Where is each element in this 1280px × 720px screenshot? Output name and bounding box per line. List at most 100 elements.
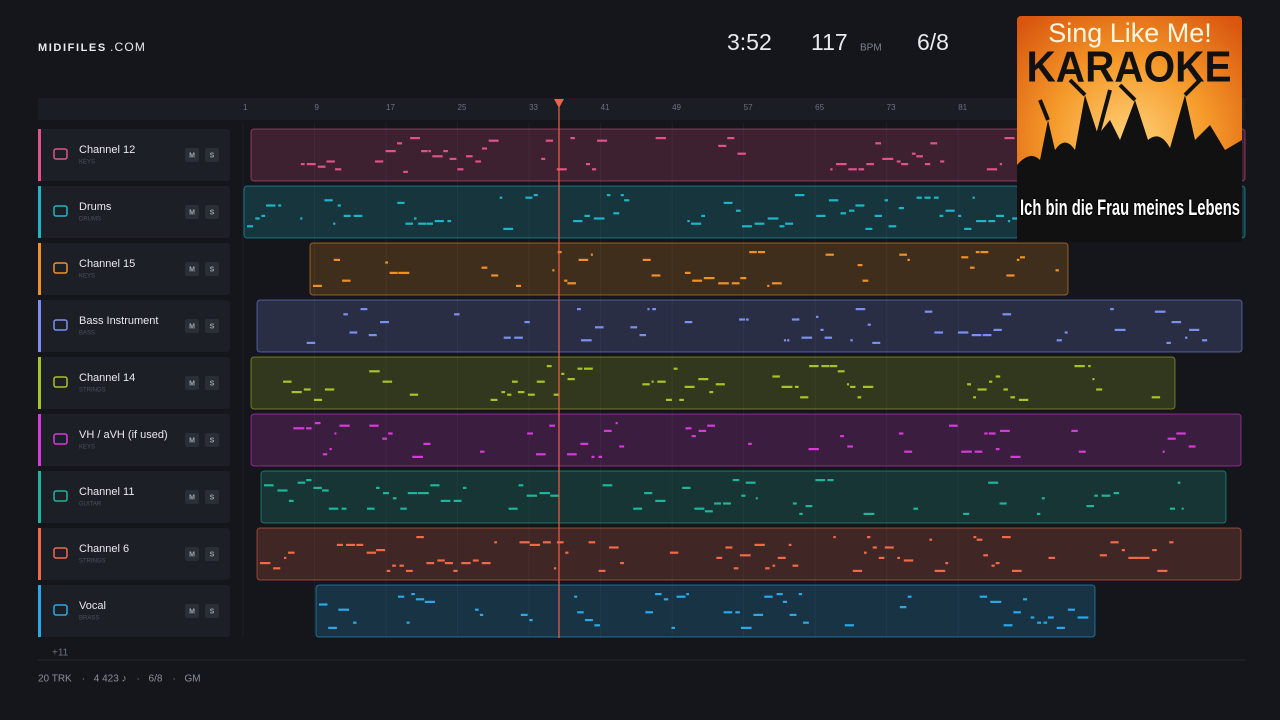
solo-button[interactable]: [205, 490, 219, 504]
note: [803, 621, 809, 624]
note: [516, 284, 522, 287]
note: [313, 284, 322, 287]
note: [929, 538, 933, 541]
solo-button[interactable]: [205, 319, 219, 333]
mute-button[interactable]: [185, 547, 199, 561]
solo-label[interactable]: S: [210, 152, 215, 159]
note: [930, 142, 938, 145]
track-header: [38, 300, 230, 352]
note: [772, 564, 776, 567]
mute-label[interactable]: M: [189, 152, 195, 159]
solo-button[interactable]: [205, 604, 219, 618]
note: [418, 492, 429, 495]
note: [1167, 437, 1176, 440]
solo-button[interactable]: [205, 205, 219, 219]
note: [723, 201, 733, 204]
note: [574, 595, 578, 598]
note: [767, 284, 770, 287]
note: [536, 380, 545, 383]
mute-label[interactable]: M: [189, 266, 195, 273]
note: [353, 214, 363, 217]
mute-label[interactable]: M: [189, 209, 195, 216]
mute-button[interactable]: [185, 148, 199, 162]
note: [801, 336, 813, 339]
note: [913, 507, 919, 510]
mute-button[interactable]: [185, 604, 199, 618]
note: [939, 214, 944, 217]
note: [755, 497, 758, 500]
note: [322, 453, 328, 456]
mute-label[interactable]: M: [189, 608, 195, 615]
footer-separator: ·: [137, 674, 140, 685]
note: [389, 380, 393, 383]
track-name: Bass Instrument: [79, 315, 158, 327]
note: [976, 220, 987, 223]
note: [1013, 611, 1021, 614]
solo-label[interactable]: S: [210, 437, 215, 444]
note: [284, 556, 287, 559]
solo-label[interactable]: S: [210, 494, 215, 501]
note: [349, 331, 358, 334]
note: [526, 494, 537, 497]
mute-label[interactable]: M: [189, 323, 195, 330]
note: [964, 227, 972, 230]
note: [867, 536, 871, 539]
note: [481, 266, 488, 269]
note: [613, 212, 620, 215]
mute-label[interactable]: M: [189, 437, 195, 444]
note: [481, 562, 491, 565]
mute-button[interactable]: [185, 433, 199, 447]
solo-button[interactable]: [205, 547, 219, 561]
note: [840, 212, 846, 215]
mute-label[interactable]: M: [189, 380, 195, 387]
note: [556, 168, 567, 171]
mute-label[interactable]: M: [189, 494, 195, 501]
track-header: [38, 585, 230, 637]
solo-label[interactable]: S: [210, 608, 215, 615]
solo-button[interactable]: [205, 376, 219, 390]
solo-label[interactable]: S: [210, 209, 215, 216]
solo-button[interactable]: [205, 262, 219, 276]
mute-button[interactable]: [185, 376, 199, 390]
solo-button[interactable]: [205, 433, 219, 447]
solo-label[interactable]: S: [210, 266, 215, 273]
note: [875, 142, 882, 145]
track-color: [38, 300, 41, 352]
note: [1047, 616, 1054, 619]
mute-label[interactable]: M: [189, 551, 195, 558]
note: [737, 152, 746, 155]
raised-hands: [1038, 78, 1202, 136]
album-caption: Ich bin die Frau meines Lebens: [1020, 195, 1240, 220]
note: [1176, 432, 1186, 435]
solo-button[interactable]: [205, 148, 219, 162]
note: [1092, 378, 1095, 381]
note: [642, 383, 650, 386]
mute-button[interactable]: [185, 205, 199, 219]
note: [549, 424, 555, 427]
mute-button[interactable]: [185, 319, 199, 333]
mute-button[interactable]: [185, 262, 199, 276]
solo-label[interactable]: S: [210, 551, 215, 558]
note: [567, 378, 575, 381]
note: [619, 445, 625, 448]
note: [1088, 365, 1091, 368]
note: [514, 336, 523, 339]
solo-label[interactable]: S: [210, 380, 215, 387]
note: [961, 256, 969, 259]
note: [556, 541, 564, 544]
note: [682, 486, 691, 489]
note: [1114, 328, 1126, 331]
note: [850, 339, 853, 342]
solo-label[interactable]: S: [210, 323, 215, 330]
more-tracks[interactable]: +11: [52, 648, 69, 659]
clip: [250, 128, 1246, 182]
track-icon: [53, 604, 68, 616]
note: [973, 536, 977, 539]
mute-button[interactable]: [185, 490, 199, 504]
note: [848, 209, 855, 212]
tempo: 117: [811, 29, 848, 55]
note: [1041, 497, 1045, 500]
note: [303, 388, 311, 391]
clip: [243, 185, 1246, 239]
footer-item: GM: [184, 674, 200, 685]
